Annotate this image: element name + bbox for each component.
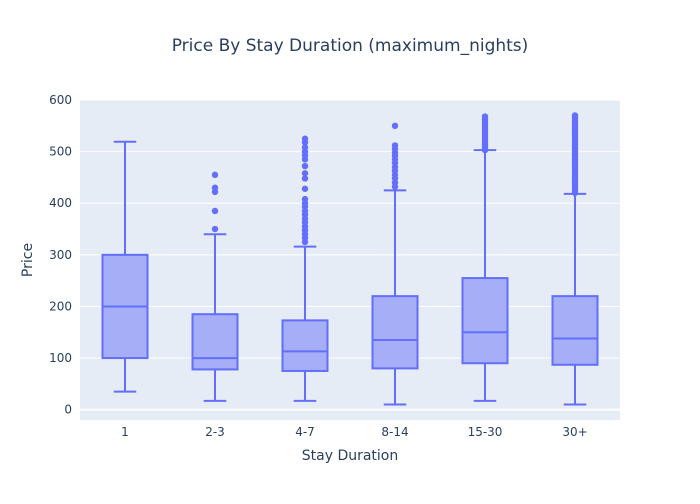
outlier-point xyxy=(301,175,309,182)
box-8-14 xyxy=(371,122,419,406)
outlier-point xyxy=(301,185,309,192)
outlier-point xyxy=(301,144,309,151)
outlier-point xyxy=(211,171,219,179)
outlier-point xyxy=(211,184,219,191)
outlier-point xyxy=(391,122,399,130)
outlier-point xyxy=(391,142,399,149)
y-tick-label: 200 xyxy=(49,299,72,313)
iqr-box xyxy=(191,313,239,371)
plot-area xyxy=(80,100,620,420)
outlier-point xyxy=(301,170,309,177)
box-2-3 xyxy=(191,171,239,402)
box-15-30 xyxy=(461,113,509,402)
y-tick-label: 300 xyxy=(49,248,72,262)
iqr-box xyxy=(371,295,419,370)
y-tick-label: 100 xyxy=(49,351,72,365)
iqr-box xyxy=(551,295,599,366)
outlier-point xyxy=(301,195,309,203)
x-tick-label: 2-3 xyxy=(205,425,225,439)
x-axis-label: Stay Duration xyxy=(302,448,399,464)
x-tick-label: 1 xyxy=(121,425,129,439)
outlier-point xyxy=(481,113,489,120)
box-1 xyxy=(101,140,149,393)
iqr-box xyxy=(281,319,329,372)
iqr-box xyxy=(461,277,509,365)
y-tick-label: 0 xyxy=(64,403,72,417)
box-30+ xyxy=(551,112,599,406)
y-tick-label: 600 xyxy=(49,93,72,107)
outlier-point xyxy=(301,135,309,142)
y-tick-label: 500 xyxy=(49,145,72,159)
x-tick-label: 15-30 xyxy=(468,425,503,439)
x-tick-label: 8-14 xyxy=(381,425,408,439)
box-4-7 xyxy=(281,135,329,402)
x-tick-label: 30+ xyxy=(562,425,587,439)
x-tick-label: 4-7 xyxy=(295,425,315,439)
outlier-point xyxy=(211,207,219,215)
outlier-point xyxy=(301,162,309,170)
outlier-point xyxy=(571,112,579,119)
y-tick-label: 400 xyxy=(49,196,72,210)
chart-title: Price By Stay Duration (maximum_nights) xyxy=(172,36,529,56)
outlier-point xyxy=(211,225,219,233)
y-axis-label: Price xyxy=(20,243,36,277)
